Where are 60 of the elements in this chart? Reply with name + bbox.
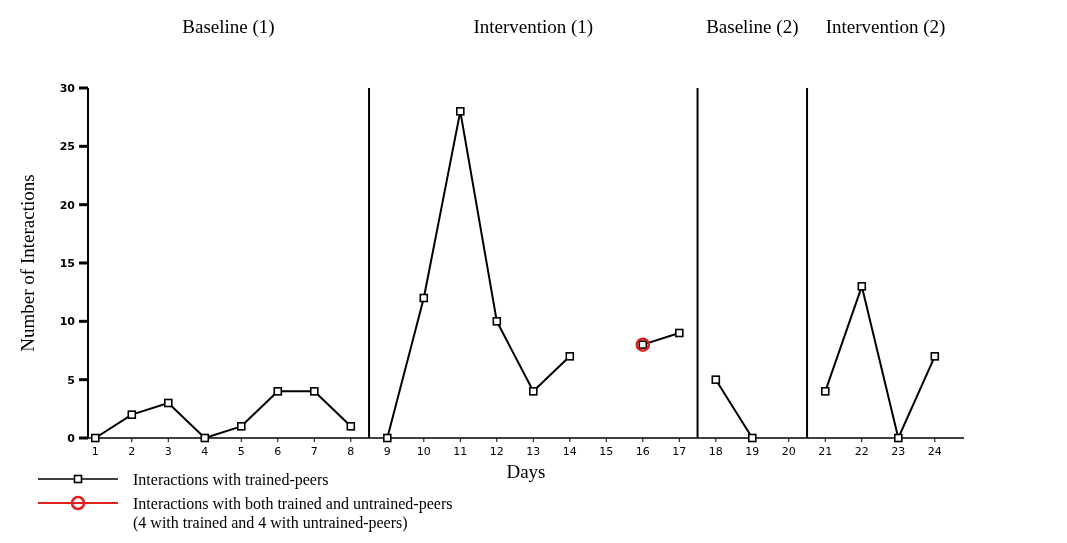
y-tick-label: 25 xyxy=(59,140,75,154)
point xyxy=(91,433,100,443)
x-tick-label: 14 xyxy=(562,445,577,458)
point xyxy=(748,433,757,443)
x-tick-label: 17 xyxy=(672,445,687,458)
y-tick-label: 20 xyxy=(59,198,76,212)
point xyxy=(346,422,356,431)
y-tick-label: 30 xyxy=(59,81,76,95)
x-tick-label: 24 xyxy=(927,445,942,458)
y-tick-label: 5 xyxy=(67,373,75,387)
point xyxy=(310,387,319,396)
point xyxy=(419,293,429,303)
point xyxy=(492,317,502,326)
y-tick-label: 0 xyxy=(67,431,76,445)
x-tick-label: 12 xyxy=(489,445,504,458)
text: Baseline (1) xyxy=(182,16,275,38)
x-tick-label: 22 xyxy=(854,445,869,458)
x-tick-label: 3 xyxy=(164,445,172,458)
point xyxy=(127,410,137,419)
x-tick-label: 23 xyxy=(891,445,906,458)
text: Baseline (2) xyxy=(706,16,799,38)
y-axis-title: Number of Interactions xyxy=(17,174,38,352)
x-tick-label: 15 xyxy=(599,445,614,458)
x-tick-label: 18 xyxy=(708,445,723,458)
x-tick-label: 1 xyxy=(91,445,99,458)
text: Intervention (2) xyxy=(825,16,946,38)
point xyxy=(894,433,903,443)
x-tick-label: 2 xyxy=(128,445,136,458)
x-tick-label: 6 xyxy=(274,445,282,458)
x-tick-label: 4 xyxy=(201,445,209,458)
x-tick-label: 7 xyxy=(310,445,318,458)
legend-label: Interactions with trained-peers xyxy=(133,470,329,489)
point xyxy=(857,282,867,291)
x-tick-label: 16 xyxy=(635,445,650,458)
point xyxy=(930,352,940,361)
point xyxy=(273,387,283,396)
point xyxy=(565,352,575,361)
point xyxy=(821,387,830,396)
point xyxy=(456,107,465,116)
point xyxy=(711,375,721,384)
point xyxy=(383,433,392,443)
x-axis-title: Days xyxy=(506,461,546,482)
x-tick-label: 5 xyxy=(237,445,245,458)
x-tick-label: 8 xyxy=(347,445,355,458)
point xyxy=(675,328,684,338)
x-tick-label: 19 xyxy=(745,445,760,458)
point xyxy=(529,387,538,396)
text: Intervention (1) xyxy=(473,16,594,38)
legend-label: Interactions with both trained and untrained-peers (4 with trained and 4 with untrained-peers) xyxy=(133,494,453,532)
x-tick-label: 9 xyxy=(383,445,391,458)
y-tick-label: 10 xyxy=(59,315,76,329)
y-tick-label: 15 xyxy=(59,256,75,270)
point xyxy=(164,398,173,408)
x-tick-label: 21 xyxy=(818,445,833,458)
x-tick-label: 10 xyxy=(416,445,431,458)
x-tick-label: 20 xyxy=(781,445,796,458)
point xyxy=(237,422,246,431)
x-tick-label: 13 xyxy=(526,445,541,458)
point xyxy=(200,433,210,443)
x-tick-label: 11 xyxy=(453,445,468,458)
